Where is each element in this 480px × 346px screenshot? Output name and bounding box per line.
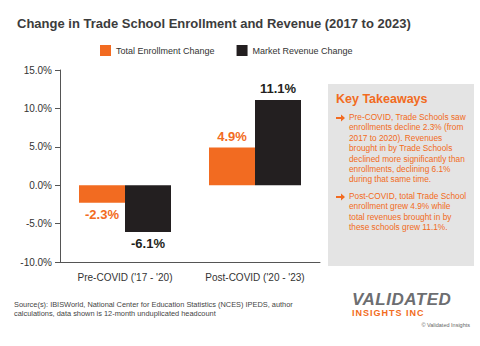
svg-text:0.0%: 0.0% bbox=[29, 180, 52, 191]
svg-text:Post-COVID ('20 - '23): Post-COVID ('20 - '23) bbox=[205, 272, 304, 283]
html-text:INSIGHTS INC: INSIGHTS INC bbox=[352, 308, 425, 318]
svg-text:15.0%: 15.0% bbox=[24, 65, 52, 76]
html-text:VALIDATED: VALIDATED bbox=[352, 290, 452, 309]
svg-text:Pre-COVID ('17 - '20): Pre-COVID ('17 - '20) bbox=[78, 272, 173, 283]
svg-text:4.9%: 4.9% bbox=[217, 129, 247, 144]
svg-text:Change in Trade School Enrollm: Change in Trade School Enrollment and Re… bbox=[17, 16, 411, 31]
svg-text:10.0%: 10.0% bbox=[24, 103, 52, 114]
html-text:Post-COVID, total Trade School: Post-COVID, total Trade School enrollmen… bbox=[349, 190, 467, 233]
svg-text:-10.0%: -10.0% bbox=[20, 257, 52, 268]
svg-text:5.0%: 5.0% bbox=[29, 141, 52, 152]
svg-text:-2.3%: -2.3% bbox=[85, 207, 119, 222]
svg-text:-5.0%: -5.0% bbox=[26, 218, 52, 229]
svg-text:Market Revenue Change: Market Revenue Change bbox=[253, 46, 353, 56]
svg-text:11.1%: 11.1% bbox=[260, 81, 297, 96]
svg-text:-6.1%: -6.1% bbox=[131, 236, 165, 251]
html-text:Source(s): IBISWorld, National: Source(s): IBISWorld, National Center fo… bbox=[14, 300, 293, 319]
svg-text:Total Enrollment Change: Total Enrollment Change bbox=[116, 46, 215, 56]
html-text:© Validated Insights: © Validated Insights bbox=[421, 322, 470, 328]
html-text:Pre-COVID, Trade Schools saw e: Pre-COVID, Trade Schools saw enrollments… bbox=[349, 112, 466, 185]
html-text:Key Takeaways: Key Takeaways bbox=[336, 92, 428, 106]
